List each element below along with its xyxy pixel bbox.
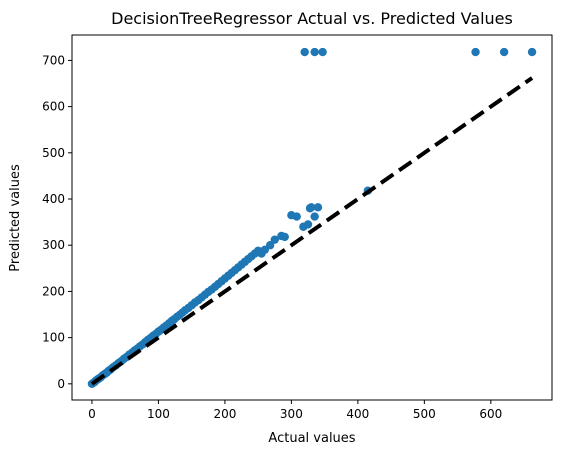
data-point [310, 212, 319, 221]
data-point [292, 212, 301, 221]
points-layer [87, 47, 537, 389]
plot-frame [71, 34, 553, 401]
data-point [300, 47, 309, 57]
y-tick-label: 500 [42, 146, 65, 160]
x-axis-label: Actual values [268, 431, 355, 446]
x-tick-label: 500 [413, 407, 436, 421]
reference-line-layer [90, 76, 534, 386]
chart-title: DecisionTreeRegressor Actual vs. Predict… [111, 9, 513, 28]
data-point [303, 220, 313, 229]
data-point [499, 47, 509, 57]
x-tick-label: 400 [346, 407, 369, 421]
ticks-layer: 0 100 200 300 400 500 600 0 100 200 300 400 500 600 70… [42, 53, 502, 421]
data-point [270, 235, 279, 244]
y-tick-label: 700 [42, 53, 65, 67]
data-point [471, 47, 480, 57]
y-tick-label: 600 [42, 100, 65, 114]
y-axis-label: Predicted values [8, 164, 23, 272]
y-tick-label: 400 [42, 192, 65, 206]
data-point [318, 47, 327, 57]
data-point [313, 203, 323, 212]
x-tick-label: 100 [147, 407, 170, 421]
y-tick-label: 100 [42, 331, 65, 345]
y-tick-label: 300 [42, 238, 65, 252]
x-tick-label: 300 [280, 407, 303, 421]
x-tick-label: 0 [88, 407, 96, 421]
data-point [280, 232, 289, 242]
y-tick-label: 200 [42, 284, 65, 298]
data-point [310, 47, 319, 57]
data-point [307, 203, 316, 212]
y-tick-label: 0 [57, 377, 65, 391]
reference-line [90, 76, 534, 386]
x-tick-label: 600 [479, 407, 502, 421]
x-tick-label: 200 [213, 407, 236, 421]
data-point [265, 241, 275, 250]
data-point [527, 47, 537, 57]
